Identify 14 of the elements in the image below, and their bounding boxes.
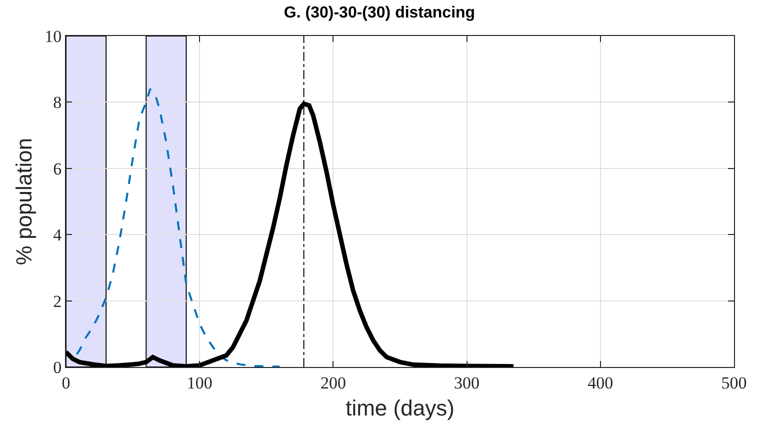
- y-tick-label: 2: [53, 292, 62, 311]
- x-axis-title: time (days): [346, 395, 454, 420]
- y-axis-title: % population: [11, 138, 36, 266]
- chart-title: G. (30)-30-(30) distancing: [284, 4, 476, 22]
- y-tick-label: 10: [44, 26, 62, 46]
- y-tick-label: 6: [53, 159, 62, 178]
- x-tick-label: 100: [186, 373, 212, 392]
- y-tick-label: 4: [53, 226, 62, 245]
- y-tick-label: 0: [53, 358, 62, 377]
- y-tick-label: 8: [53, 93, 62, 112]
- x-tick-label: 400: [588, 373, 614, 392]
- x-tick-label: 200: [320, 373, 346, 392]
- x-tick-label: 500: [721, 373, 747, 392]
- x-tick-label: 300: [454, 373, 480, 392]
